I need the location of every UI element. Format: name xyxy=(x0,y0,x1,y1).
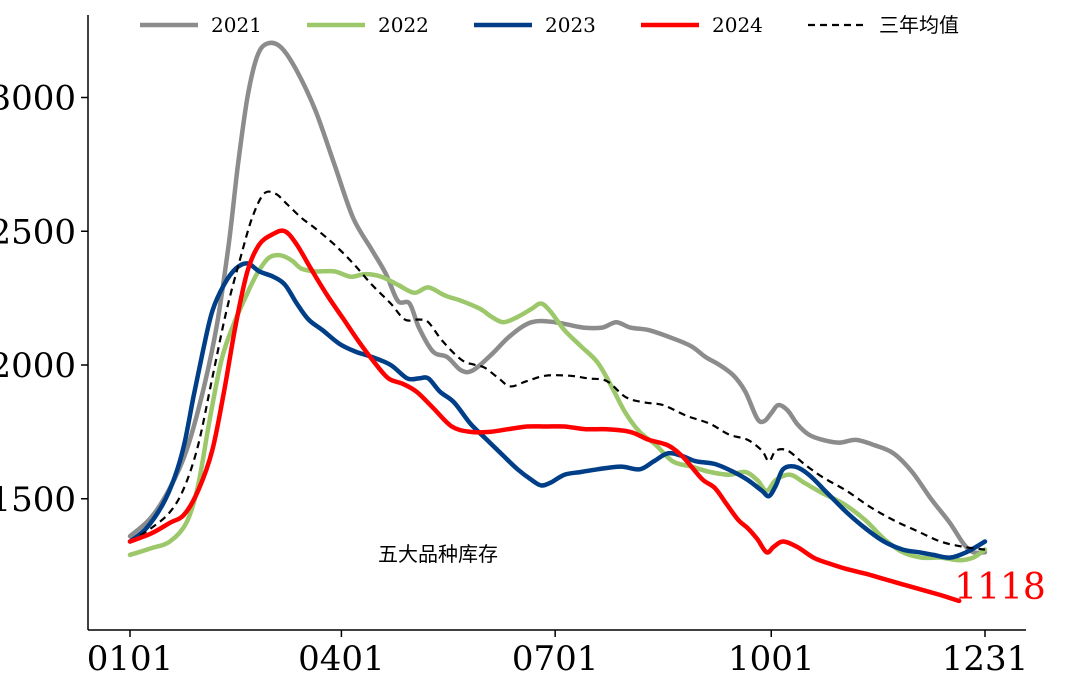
series-layer xyxy=(127,40,988,604)
legend: 2021 2022 2023 2024 三年均值 xyxy=(140,13,959,37)
y-tick-label: 3000 xyxy=(0,79,76,119)
series-line-average xyxy=(129,190,986,551)
legend-label-average: 三年均值 xyxy=(879,13,959,37)
x-tick-label: 1231 xyxy=(942,639,1029,675)
y-tick-label: 2500 xyxy=(0,212,76,252)
series-line-2024 xyxy=(127,228,962,604)
x-tick-label: 0401 xyxy=(298,639,385,675)
legend-label-2021: 2021 xyxy=(211,13,262,37)
legend-label-2023: 2023 xyxy=(545,13,596,37)
y-tick-label: 1500 xyxy=(0,480,76,520)
end-value-label: 1118 xyxy=(954,567,1046,608)
x-tick-label: 1001 xyxy=(728,639,815,675)
axes: 1500 2000 2500 3000 0101 0401 0701 1001 1231 xyxy=(0,15,1028,675)
x-tick-label: 0101 xyxy=(87,639,174,675)
legend-label-2024: 2024 xyxy=(712,13,763,37)
chart-annotation: 五大品种库存 xyxy=(378,542,498,566)
x-tick-label: 0701 xyxy=(512,639,599,675)
y-tick-label: 2000 xyxy=(0,346,76,386)
series-line-2023 xyxy=(127,261,988,560)
series-line-2022 xyxy=(127,252,988,563)
legend-label-2022: 2022 xyxy=(378,13,429,37)
